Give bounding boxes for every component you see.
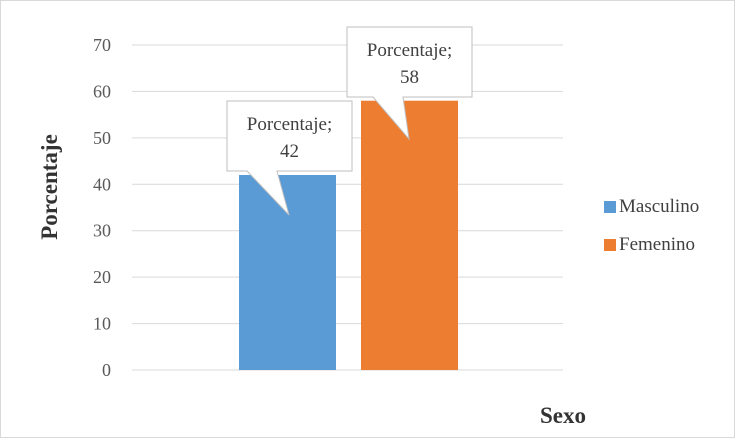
legend-item-femenino: Femenino	[604, 234, 695, 255]
legend-label: Masculino	[619, 196, 699, 217]
y-tick-label: 60	[93, 81, 111, 101]
y-tick-label: 0	[102, 360, 111, 380]
legend-item-masculino: Masculino	[604, 196, 699, 217]
x-axis-label: Sexo	[540, 403, 586, 428]
legend: Masculino Femenino	[604, 196, 699, 255]
y-tick-label: 50	[93, 128, 111, 148]
legend-swatch	[604, 239, 616, 251]
data-label-value: 58	[400, 67, 419, 88]
bars	[239, 100, 458, 370]
y-axis-label: Porcentaje	[37, 134, 62, 240]
bar-femenino	[361, 100, 458, 370]
y-tick-label: 40	[93, 174, 111, 194]
y-tick-label: 10	[93, 314, 111, 334]
y-tick-label: 20	[93, 267, 111, 287]
y-axis-ticks: 0 10 20 30 40 50 60 70	[93, 35, 111, 380]
y-tick-label: 30	[93, 221, 111, 241]
data-labels: Porcentaje; 42 Porcentaje; 58	[226, 26, 473, 216]
data-label-callout: Porcentaje; 42	[226, 100, 353, 216]
y-tick-label: 70	[93, 35, 111, 55]
data-label-value: 42	[280, 141, 299, 162]
callout-box	[346, 26, 473, 141]
bar-masculino	[239, 175, 336, 370]
data-label-callout: Porcentaje; 58	[346, 26, 473, 141]
data-label-text: Porcentaje;	[367, 40, 452, 61]
callout-box	[226, 100, 353, 216]
legend-swatch	[604, 201, 616, 213]
data-label-text: Porcentaje;	[247, 114, 332, 135]
legend-label: Femenino	[619, 234, 695, 255]
